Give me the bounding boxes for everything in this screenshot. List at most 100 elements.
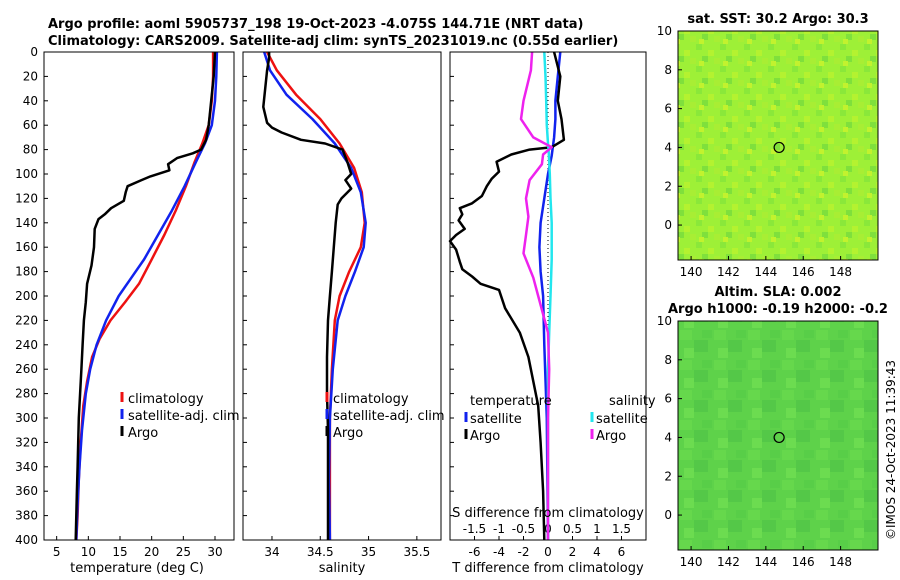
top-tick-label: -1.5 bbox=[463, 522, 486, 536]
map-y-tick-label: 8 bbox=[664, 63, 672, 77]
sla-map-title: Altim. SLA: 0.002 bbox=[715, 285, 842, 300]
imos-watermark: ©IMOS 24-Oct-2023 11:39:43 bbox=[884, 360, 898, 540]
sla-map: 140 142 144 146 148 0 2 4 6 8 10 bbox=[657, 314, 879, 569]
map-x-tick-label: 140 bbox=[680, 555, 703, 569]
map-y-tick-label: 0 bbox=[664, 508, 672, 522]
argo-position-marker bbox=[773, 141, 785, 154]
top-tick-label: 0.5 bbox=[563, 522, 582, 536]
top-tick-label: 1.5 bbox=[612, 522, 631, 536]
legend-label: climatology bbox=[333, 392, 409, 407]
x-tick-label: 25 bbox=[176, 545, 191, 559]
map-x-tick-label: 142 bbox=[717, 555, 740, 569]
x-tick-label: 6 bbox=[618, 545, 626, 559]
sst-map-frame bbox=[677, 30, 879, 261]
x-tick-label: -2 bbox=[518, 545, 530, 559]
map-y-tick-label: 2 bbox=[664, 179, 672, 193]
sla-map-frame bbox=[677, 320, 879, 551]
map-x-tick-label: 144 bbox=[754, 555, 777, 569]
argo-position-marker bbox=[773, 431, 785, 444]
legend-label: Argo bbox=[596, 429, 626, 444]
legend-title-salinity: salinity bbox=[609, 394, 656, 409]
x-tick-label: -4 bbox=[493, 545, 505, 559]
difference-panel: -6-4-20246-1.5-1-0.500.511.5temperatures… bbox=[448, 51, 656, 559]
y-tick-label: 40 bbox=[23, 94, 38, 108]
top-tick-label: -0.5 bbox=[512, 522, 535, 536]
y-tick-label: 100 bbox=[15, 167, 38, 181]
plot-frame bbox=[43, 51, 235, 541]
map-x-tick-label: 144 bbox=[754, 265, 777, 279]
y-tick-label: 400 bbox=[15, 533, 38, 547]
series-satellite-adj-clim bbox=[263, 51, 367, 541]
x-tick-label: 0 bbox=[544, 545, 552, 559]
x-tick-label: 10 bbox=[81, 545, 96, 559]
map-x-tick-label: 146 bbox=[792, 265, 815, 279]
y-tick-label: 340 bbox=[15, 460, 38, 474]
salinity-xlabel: salinity bbox=[319, 561, 366, 576]
temperature-panel: 5 10 15 20 25 30 0 20 40 60 80 100 120 140 160 180 200 22… bbox=[15, 45, 240, 559]
x-tick-label: 15 bbox=[112, 545, 127, 559]
map-y-tick-label: 8 bbox=[664, 353, 672, 367]
sst-map-title: sat. SST: 30.2 Argo: 30.3 bbox=[687, 12, 868, 27]
series-argo bbox=[74, 51, 217, 541]
map-y-tick-label: 6 bbox=[664, 102, 672, 116]
y-tick-label: 140 bbox=[15, 216, 38, 230]
y-tick-label: 380 bbox=[15, 509, 38, 523]
series-climatology bbox=[265, 51, 366, 540]
salinity-panel: 34 34.5 35 35.5 climatology satellite-adj. cl… bbox=[242, 51, 445, 559]
x-tick-label: 34.5 bbox=[307, 545, 334, 559]
x-tick-label: 5 bbox=[53, 545, 61, 559]
x-tick-label: 4 bbox=[593, 545, 601, 559]
y-tick-label: 180 bbox=[15, 265, 38, 279]
sst-field bbox=[678, 31, 878, 260]
legend-label: Argo bbox=[333, 426, 363, 441]
difference-xlabel: T difference from climatology bbox=[451, 561, 644, 576]
series-satellite-adj-clim bbox=[75, 51, 219, 541]
series-climatology bbox=[75, 52, 215, 541]
map-y-tick-label: 0 bbox=[664, 218, 672, 232]
y-tick-label: 60 bbox=[23, 118, 38, 132]
legend-label: Argo bbox=[470, 429, 500, 444]
x-tick-label: 2 bbox=[569, 545, 577, 559]
sla-map-title2: Argo h1000: -0.19 h2000: -0.2 bbox=[668, 302, 888, 317]
y-tick-label: 20 bbox=[23, 69, 38, 83]
legend-label: satellite bbox=[596, 412, 648, 427]
y-tick-label: 280 bbox=[15, 387, 38, 401]
y-tick-label: 200 bbox=[15, 289, 38, 303]
map-x-tick-label: 146 bbox=[792, 555, 815, 569]
map-y-tick-label: 4 bbox=[664, 140, 672, 154]
legend-label: climatology bbox=[128, 392, 204, 407]
y-tick-label: 220 bbox=[15, 313, 38, 327]
map-y-tick-label: 4 bbox=[664, 430, 672, 444]
y-tick-label: 0 bbox=[30, 45, 38, 59]
x-tick-label: 34 bbox=[264, 545, 279, 559]
series-temperature-argo bbox=[448, 51, 566, 541]
x-tick-label: -6 bbox=[469, 545, 481, 559]
map-x-tick-label: 140 bbox=[680, 265, 703, 279]
plot-frame bbox=[242, 51, 442, 541]
y-tick-label: 160 bbox=[15, 240, 38, 254]
y-tick-label: 120 bbox=[15, 191, 38, 205]
y-tick-label: 80 bbox=[23, 143, 38, 157]
map-x-tick-label: 148 bbox=[829, 265, 852, 279]
map-y-tick-label: 6 bbox=[664, 392, 672, 406]
x-tick-label: 35 bbox=[361, 545, 376, 559]
x-tick-label: 30 bbox=[207, 545, 222, 559]
figure-title-line1: Argo profile: aoml 5905737_198 19-Oct-20… bbox=[48, 17, 583, 32]
map-x-tick-label: 148 bbox=[829, 555, 852, 569]
map-y-tick-label: 10 bbox=[657, 24, 672, 38]
y-tick-label: 240 bbox=[15, 338, 38, 352]
legend-label: satellite bbox=[470, 412, 522, 427]
map-y-tick-label: 10 bbox=[657, 314, 672, 328]
x-tick-label: 35.5 bbox=[403, 545, 430, 559]
map-x-tick-label: 142 bbox=[717, 265, 740, 279]
s-difference-xlabel: S difference from climatology bbox=[452, 506, 644, 521]
figure-title-line2: Climatology: CARS2009. Satellite-adj cli… bbox=[48, 34, 618, 49]
legend-label: Argo bbox=[128, 426, 158, 441]
x-tick-label: 20 bbox=[144, 545, 159, 559]
top-tick-label: -1 bbox=[493, 522, 505, 536]
series-argo bbox=[262, 52, 353, 540]
top-tick-label: 1 bbox=[593, 522, 601, 536]
y-tick-label: 260 bbox=[15, 362, 38, 376]
legend-label: satellite-adj. clim bbox=[333, 409, 445, 424]
